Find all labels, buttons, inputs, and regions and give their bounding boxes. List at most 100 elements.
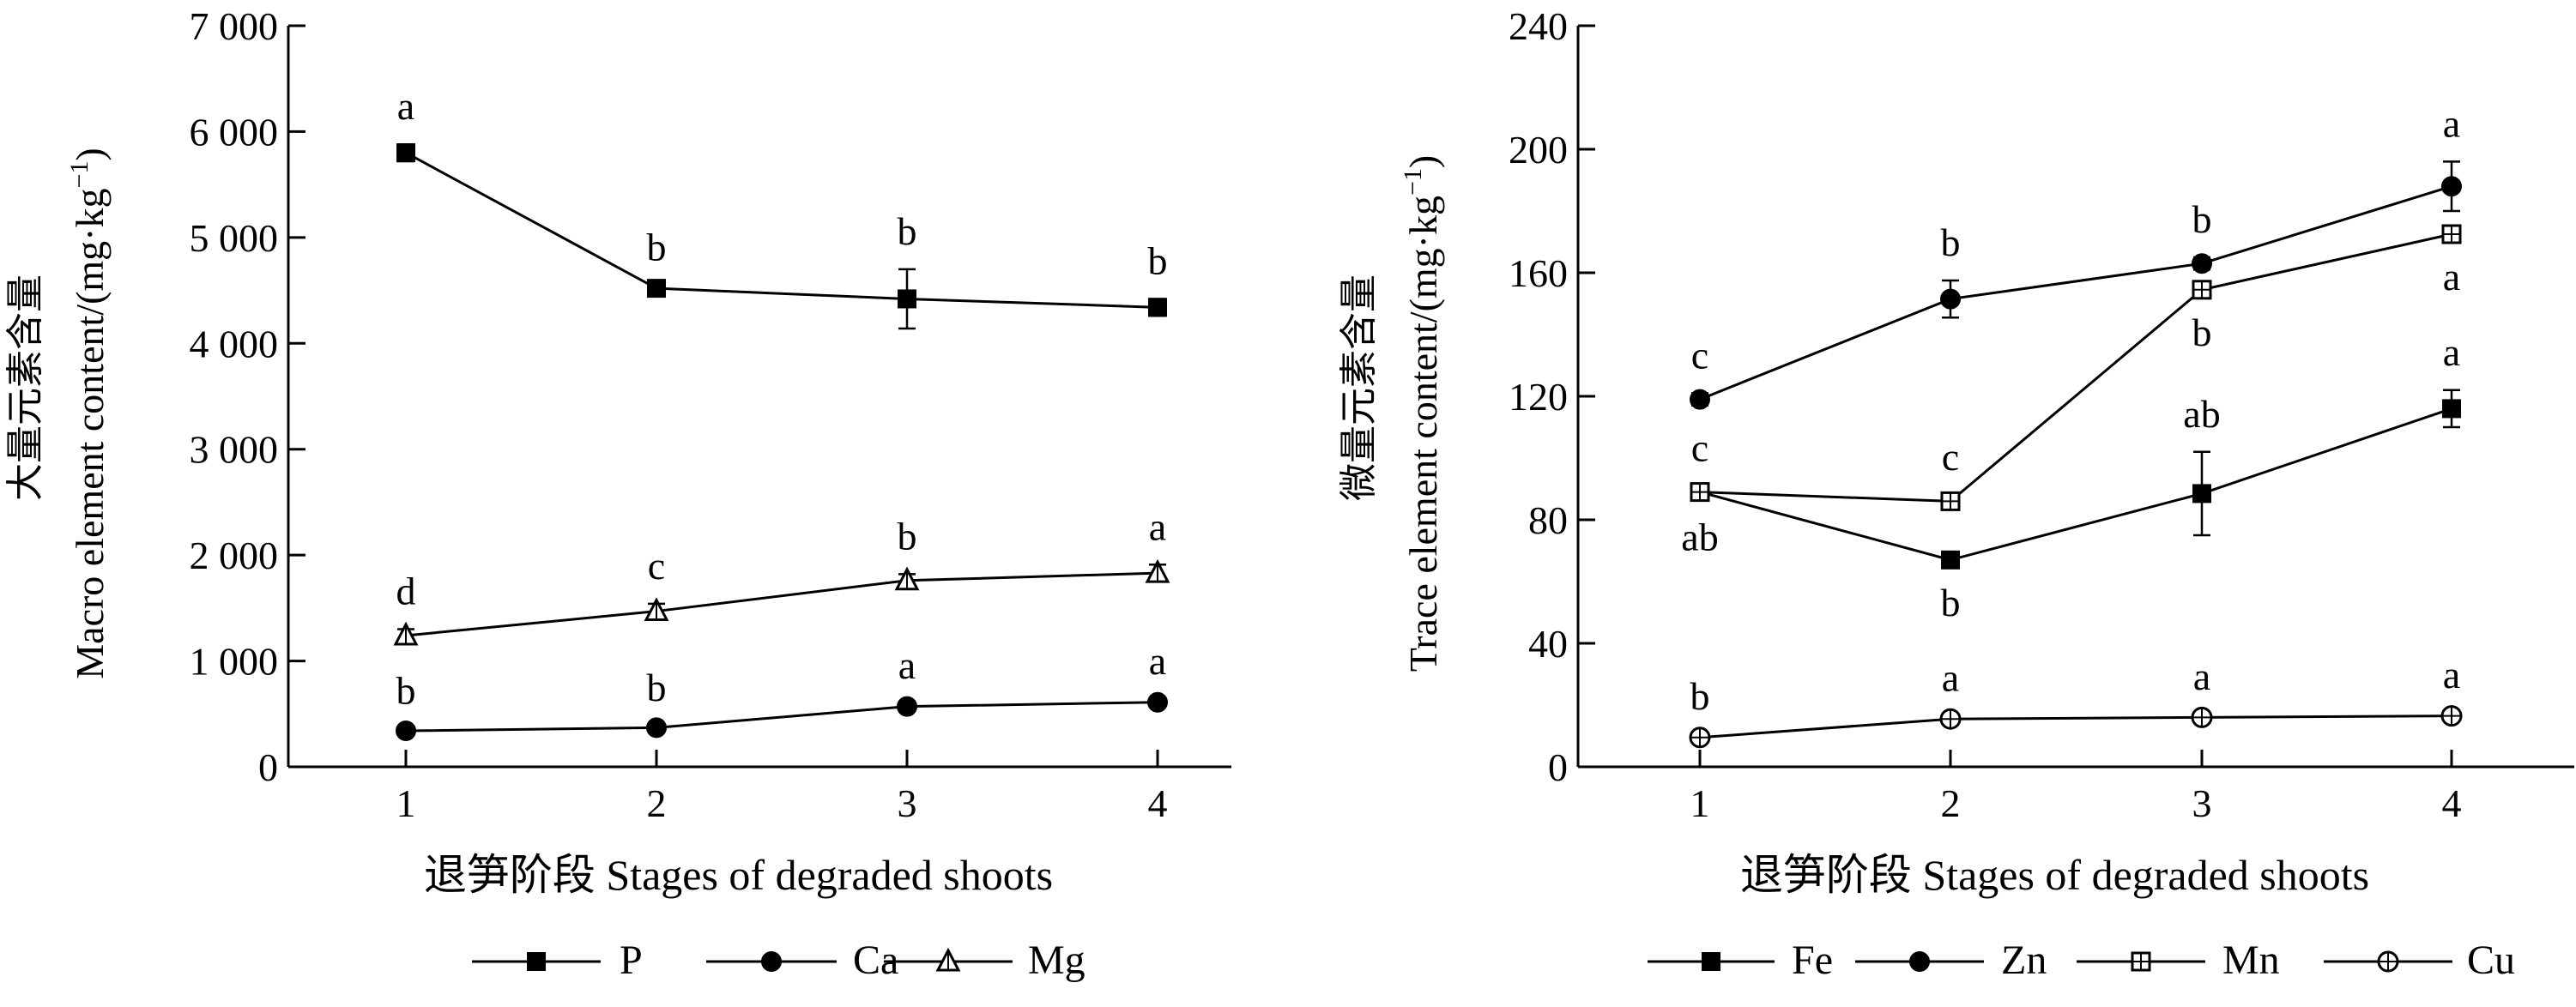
y-tick-label: 160 xyxy=(1509,251,1568,295)
data-point xyxy=(1690,389,1710,410)
y-axis-label-main: Trace element content/(mg·kg xyxy=(1401,196,1445,672)
data-point xyxy=(1690,482,1710,503)
significance-label: b xyxy=(898,209,917,253)
chart-panel-1: 0 1 000 2 000 3 000 4 000 5 000 6 000 7 000 1 2 3 4… xyxy=(3,4,1231,983)
y-tick-label: 200 xyxy=(1509,128,1568,172)
series-Zn: c b b a xyxy=(1690,101,2462,410)
y-axis-label-exponent: −1 xyxy=(65,161,94,189)
legend-item-Fe: Fe xyxy=(1648,938,1833,983)
data-point xyxy=(898,289,916,309)
significance-label: b xyxy=(647,666,667,709)
series-line xyxy=(405,151,1158,309)
significance-label: ab xyxy=(2183,392,2220,436)
significance-label: c xyxy=(1942,435,1959,479)
series-Mn: c c b a xyxy=(1690,224,2462,511)
significance-label: a xyxy=(1149,504,1166,548)
y-tick-label: 0 xyxy=(258,745,278,789)
y-tick-label: 6 000 xyxy=(190,110,279,154)
significance-label: a xyxy=(2443,330,2460,374)
legend-item-Ca: Ca xyxy=(706,938,898,983)
data-point xyxy=(2191,706,2213,728)
data-point xyxy=(1148,298,1167,317)
significance-label: b xyxy=(396,669,416,713)
legend-marker xyxy=(2131,951,2151,972)
legend-item-Zn: Zn xyxy=(1855,938,2047,983)
y-tick-label: 2 000 xyxy=(190,534,279,577)
significance-label: a xyxy=(2193,654,2210,698)
x-tick-label: 3 xyxy=(2192,781,2212,825)
data-point xyxy=(2440,705,2463,727)
legend-label: Mg xyxy=(1028,938,1085,983)
data-point xyxy=(2192,253,2212,274)
significance-label: b xyxy=(1941,581,1961,624)
legend-marker xyxy=(2377,950,2399,973)
significance-label: b xyxy=(1148,238,1168,282)
significance-label: b xyxy=(2192,197,2212,241)
y-axis-label-cn: 大量元素含量 xyxy=(3,274,47,501)
data-point xyxy=(647,279,666,298)
legend-marker xyxy=(1909,951,1930,972)
significance-label: a xyxy=(898,643,916,687)
data-point xyxy=(1941,550,1960,570)
data-point xyxy=(2442,399,2461,419)
legend-marker xyxy=(935,947,961,972)
x-axis-label: 退笋阶段 Stages of degraded shoots xyxy=(424,851,1053,899)
significance-label: c xyxy=(648,544,665,588)
significance-label: c xyxy=(1691,333,1708,377)
data-point xyxy=(2192,484,2211,503)
data-point xyxy=(897,696,917,717)
y-tick-label: 3 000 xyxy=(190,428,279,472)
y-tick-label: 1 000 xyxy=(190,640,279,684)
data-point xyxy=(393,621,419,646)
legend-item-Mn: Mn xyxy=(2077,938,2280,983)
x-tick-label: 1 xyxy=(396,781,416,825)
series-line xyxy=(1699,407,2452,562)
series-line xyxy=(405,701,1158,733)
axes: 0 1 000 2 000 3 000 4 000 5 000 6 000 7 000 1 2 3 4 xyxy=(190,4,1231,825)
series-line xyxy=(405,571,1158,637)
data-point xyxy=(894,566,920,591)
legend-label: P xyxy=(620,938,643,983)
y-axis-label-en: Macro element content/(mg·kg−1) xyxy=(65,148,112,679)
y-axis-label-close: ) xyxy=(68,148,112,160)
legend-label: Zn xyxy=(2001,938,2047,983)
y-tick-label: 240 xyxy=(1509,4,1568,48)
legend-item-P: P xyxy=(472,938,643,983)
data-point xyxy=(396,721,416,742)
data-point xyxy=(1147,691,1168,713)
significance-label: a xyxy=(2443,255,2460,298)
series-Fe: ab b ab a xyxy=(1681,330,2461,624)
legend-label: Mn xyxy=(2222,938,2280,983)
legend-label: Fe xyxy=(1792,938,1833,983)
data-point xyxy=(1940,288,1961,310)
significance-label: ab xyxy=(1681,516,1718,559)
x-tick-label: 2 xyxy=(647,781,667,825)
legend-item-Cu: Cu xyxy=(2324,938,2515,983)
data-point xyxy=(646,717,667,739)
significance-label: b xyxy=(1690,674,1710,718)
y-axis-label-en: Trace element content/(mg·kg−1) xyxy=(1399,155,1445,672)
x-tick-label: 1 xyxy=(1690,781,1710,825)
series-Ca: b ba a xyxy=(396,639,1168,742)
legend-marker xyxy=(761,951,782,972)
x-tick-label: 3 xyxy=(898,781,917,825)
x-tick-label: 4 xyxy=(1148,781,1168,825)
x-axis-label: 退笋阶段 Stages of degraded shoots xyxy=(1740,851,2369,899)
x-tick-label: 4 xyxy=(2442,781,2462,825)
axes: 0 40 80 120 160 200 240 1 2 3 4 xyxy=(1509,4,2574,825)
legend-item-Mg: Mg xyxy=(884,938,1085,983)
data-point xyxy=(1689,727,1711,749)
series-P: a b b b xyxy=(396,84,1168,330)
data-point xyxy=(2192,280,2212,300)
chart-panel-2: 0 40 80 120 160 200 240 1 2 3 4 退笋阶段 Stages of degr… xyxy=(1337,4,2574,983)
y-axis-label-main: Macro element content/(mg·kg xyxy=(68,189,112,679)
data-point xyxy=(1939,708,1962,730)
significance-label: a xyxy=(1149,639,1166,683)
legend-marker xyxy=(1702,952,1720,971)
y-tick-label: 80 xyxy=(1528,498,1568,542)
y-tick-label: 7 000 xyxy=(190,4,279,48)
y-tick-label: 0 xyxy=(1548,745,1568,789)
y-tick-label: 5 000 xyxy=(190,216,279,260)
x-tick-label: 2 xyxy=(1941,781,1961,825)
